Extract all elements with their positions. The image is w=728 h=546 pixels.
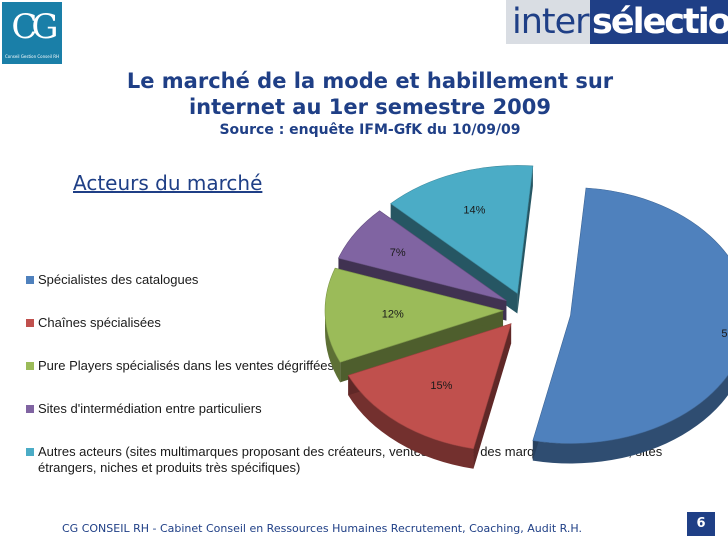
- pie-data-label: 7%: [390, 247, 406, 259]
- logo-cg-monogram: CG: [11, 7, 58, 47]
- pie-data-label: 15%: [430, 380, 452, 392]
- legend-swatch: [26, 362, 34, 370]
- slide-title-line2: internet au 1er semestre 2009: [188, 95, 552, 119]
- pie-slice-top: [324, 267, 505, 363]
- legend-label: Sites d'intermédiation entre particulier…: [38, 401, 262, 416]
- legend-label: Spécialistes des catalogues: [38, 272, 199, 287]
- pie-slice-face: [517, 165, 533, 314]
- pie-data-label: 14%: [463, 204, 485, 216]
- pie-slice-side: [348, 375, 474, 469]
- legend-swatch: [26, 276, 34, 284]
- page-number: 6: [687, 512, 715, 536]
- pie-slice: [532, 187, 728, 464]
- legend-swatch: [26, 405, 34, 413]
- legend-label: Chaînes spécialisées: [38, 315, 161, 330]
- legend-swatch: [26, 319, 34, 327]
- pie-slice-top: [338, 210, 507, 301]
- legend-label: Pure Players spécialisés dans les ventes…: [38, 358, 335, 373]
- pie-slice-face: [473, 323, 512, 469]
- pie-slice-top: [390, 165, 534, 295]
- logo-inter-right-block: sélection: [590, 0, 728, 44]
- pie-data-label: 52%: [721, 328, 728, 340]
- interselection-logo: inter sélection: [506, 0, 728, 44]
- slide-title-line1: Le marché de la mode et habillement sur: [126, 69, 614, 93]
- pie-data-label: 12%: [382, 309, 404, 321]
- pie-slice-face: [340, 310, 504, 383]
- pie-slice: [347, 323, 512, 469]
- pie-slice: [324, 267, 505, 383]
- pie-slice-side: [532, 375, 728, 464]
- logo-inter-right-text: sélection: [592, 2, 728, 42]
- slide-title: Le marché de la mode et habillement sur …: [80, 68, 660, 120]
- slide-subtitle: Source : enquête IFM-GfK du 10/09/09: [219, 122, 521, 138]
- pie-slice-side: [325, 310, 341, 383]
- legend-swatch: [26, 448, 34, 456]
- cg-conseil-logo: CG Conseil Gestion Conseil RH: [2, 2, 62, 64]
- logo-inter-left-text: inter: [512, 2, 590, 42]
- logo-cg-subtext: Conseil Gestion Conseil RH: [5, 54, 59, 59]
- pie-slice-top: [532, 187, 728, 444]
- pie-slice-top: [347, 323, 512, 450]
- footer-text: CG CONSEIL RH - Cabinet Conseil en Resso…: [62, 522, 582, 535]
- section-heading: Acteurs du marché: [73, 171, 263, 195]
- legend-label: Autres acteurs (sites multimarques propo…: [38, 444, 663, 475]
